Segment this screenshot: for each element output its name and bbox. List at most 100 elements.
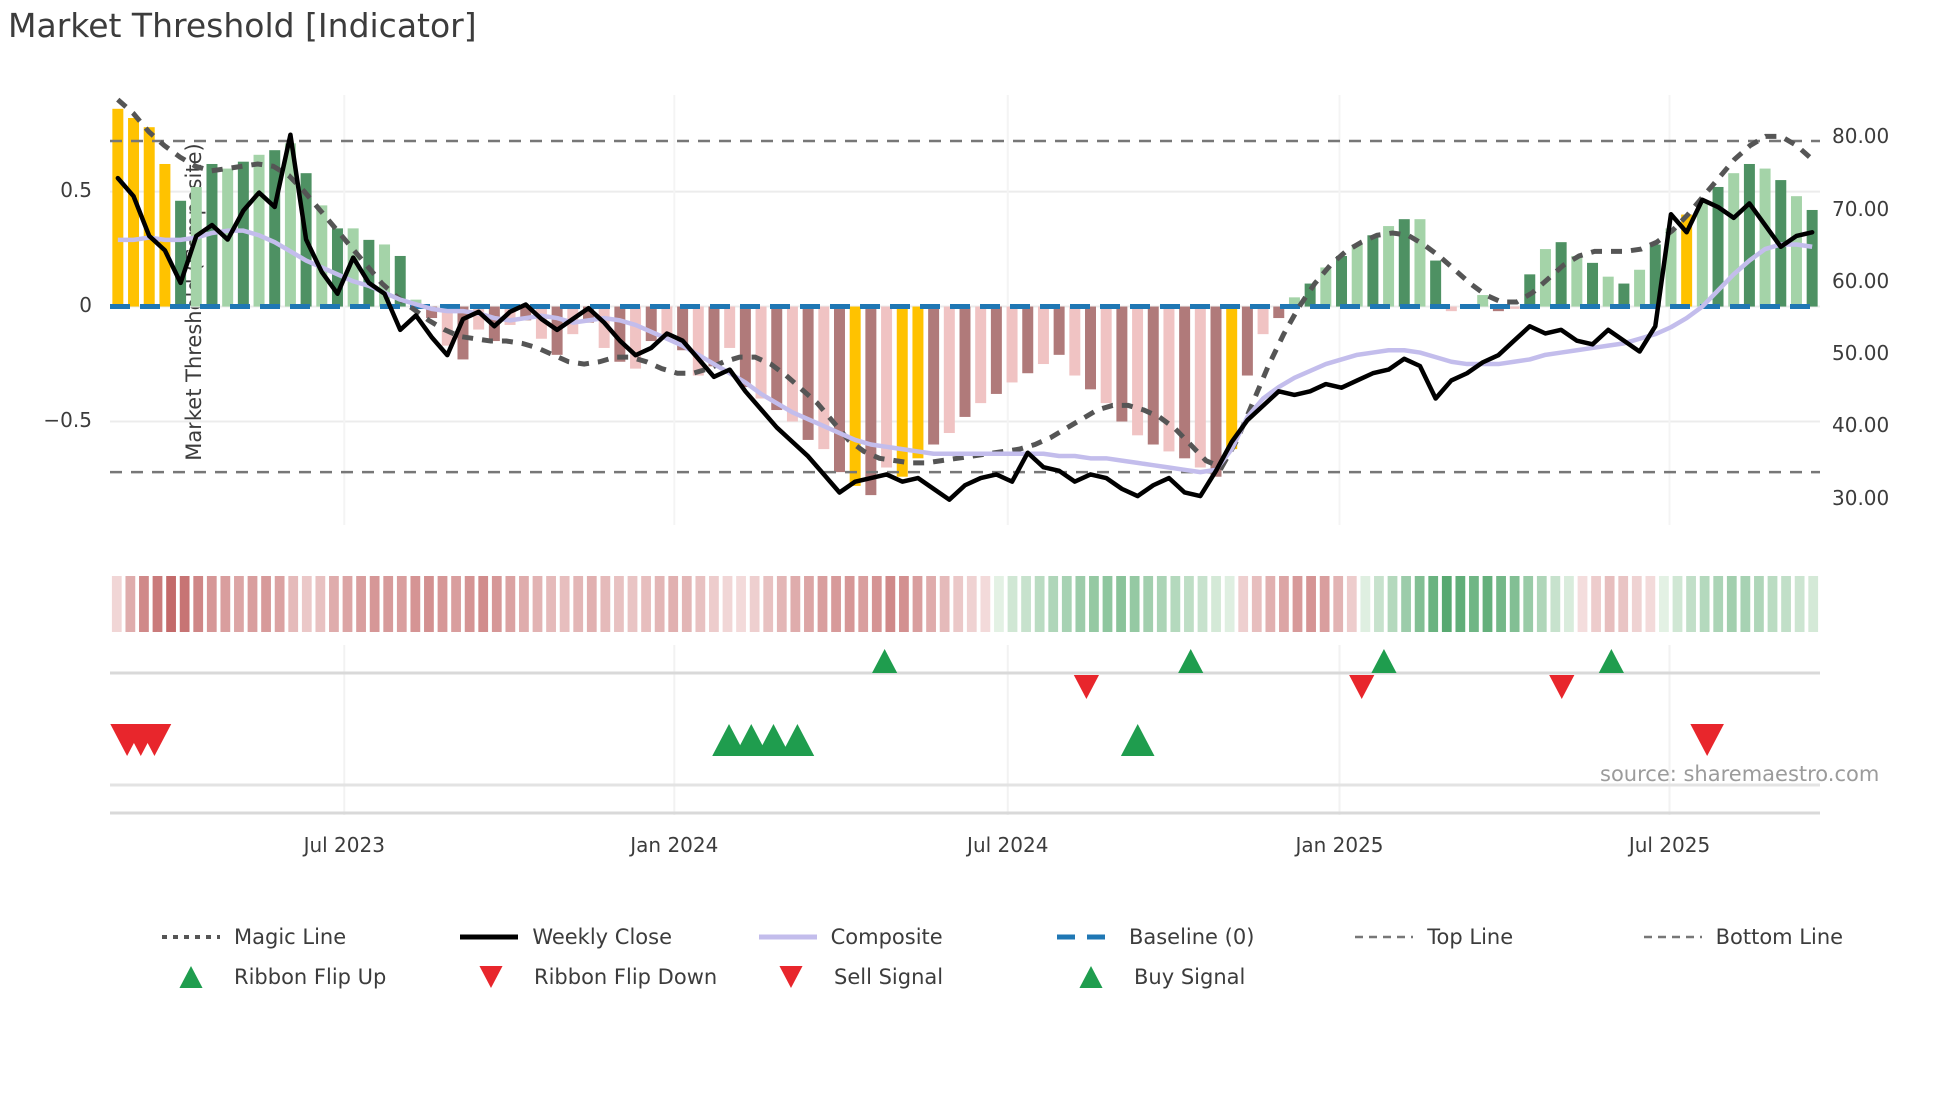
green-up-triangle-icon (160, 966, 222, 988)
ribbon-cell (437, 576, 448, 632)
ribbon-cell (166, 576, 176, 632)
ribbon-cell (573, 576, 584, 632)
ribbon-cell (695, 576, 706, 632)
composite-bar (473, 306, 485, 330)
composite-bar (1618, 283, 1630, 307)
ribbon-cell (1754, 576, 1764, 632)
ribbon-cell (1224, 576, 1235, 632)
legend-item-buy-signal[interactable]: Buy Signal (1060, 965, 1360, 989)
legend-label: Composite (830, 925, 943, 949)
legend-key-dotted-line (162, 935, 220, 939)
main-plot-svg (110, 95, 1820, 525)
composite-bar (1430, 260, 1442, 307)
composite-bar (818, 306, 830, 450)
legend-item-top-line[interactable]: Top Line (1353, 925, 1641, 949)
ribbon-cell (1089, 576, 1099, 632)
composite-bar (1006, 306, 1018, 383)
legend-item-ribbon-flip-up[interactable]: Ribbon Flip Up (160, 965, 460, 989)
composite-bar (1728, 173, 1740, 307)
legend-item-composite[interactable]: Composite (757, 925, 1055, 949)
ribbon-cell (451, 576, 461, 632)
ribbon-cell (1482, 576, 1493, 632)
red-down-triangle-icon (779, 966, 803, 988)
composite-bar (237, 161, 249, 307)
legend-item-ribbon-flip-down[interactable]: Ribbon Flip Down (460, 965, 760, 989)
legend-item-baseline-0[interactable]: Baseline (0) (1055, 925, 1353, 949)
composite-bar (1445, 306, 1457, 312)
ribbon-cell (1129, 576, 1140, 632)
buy-signal-marker (780, 724, 815, 756)
ribbon-flip-up-marker (1598, 649, 1624, 673)
ribbon-cell (614, 576, 624, 632)
ribbon-cell (1197, 576, 1208, 632)
composite-bar (645, 306, 657, 342)
composite-bar (1665, 228, 1677, 307)
sell-signal-marker (137, 724, 172, 756)
composite-bar (316, 205, 328, 307)
ribbon-cell (831, 576, 841, 632)
ribbon-cell (1523, 576, 1534, 632)
legend-row-markers: Ribbon Flip Up Ribbon Flip Down Sell Signa… (160, 965, 1920, 989)
legend-label: Top Line (1427, 925, 1514, 949)
ribbon-cell (1441, 576, 1452, 632)
composite-bar (1069, 306, 1081, 376)
ribbon-cell (1808, 576, 1819, 632)
ribbon-cell (288, 576, 299, 632)
ribbon-cell (1469, 576, 1479, 632)
composite-bar (1681, 214, 1693, 307)
composite-bar (1524, 274, 1536, 307)
main-plot (110, 95, 1820, 525)
buy-signal-marker (734, 724, 769, 756)
ribbon-cell (926, 576, 936, 632)
composite-bar (598, 306, 610, 348)
ribbon-cell (1048, 576, 1059, 632)
ribbon-cell (1618, 576, 1629, 632)
ribbon-cell (152, 576, 163, 632)
ribbon-cell (1333, 576, 1344, 632)
legend-item-bottom-line[interactable]: Bottom Line (1642, 925, 1920, 949)
legend-item-magic-line[interactable]: Magic Line (160, 925, 458, 949)
composite-bar (394, 255, 406, 307)
composite-bar (253, 154, 265, 307)
ribbon-flip-up-marker (1178, 649, 1204, 673)
signal-panel (110, 645, 1820, 815)
composite-bar (1320, 267, 1332, 307)
ribbon-cell (1631, 576, 1642, 632)
composite-bar (1649, 244, 1661, 307)
composite-bar (849, 306, 861, 486)
composite-bar (1226, 306, 1238, 450)
legend-item-weekly-close[interactable]: Weekly Close (458, 925, 756, 949)
ribbon-cell (342, 576, 353, 632)
composite-bar (1571, 255, 1583, 307)
composite-bar (1085, 306, 1096, 390)
buy-signal-marker (756, 724, 791, 756)
x-axis-tick-label: Jul 2025 (1628, 833, 1711, 857)
ribbon-cell (315, 576, 326, 632)
signal-panel-svg (110, 645, 1820, 815)
ribbon-flip-down-marker (1073, 675, 1100, 699)
composite-bar (1179, 306, 1191, 459)
composite-bar (504, 306, 516, 325)
composite-bar (1508, 306, 1520, 309)
ribbon-cell (478, 576, 489, 632)
ribbon-cell (1061, 576, 1072, 632)
composite-bar (1304, 283, 1316, 307)
ribbon-cell (871, 576, 882, 632)
ribbon-cell (1455, 576, 1466, 632)
ribbon-cell (736, 576, 746, 632)
composite-bar (881, 306, 893, 468)
composite-bar (1759, 168, 1771, 307)
composite-bar (755, 306, 767, 399)
legend-key-green-up-triangle (1079, 966, 1103, 988)
ribbon-cell (1509, 576, 1520, 632)
buy-signal-marker (712, 724, 746, 756)
ribbon-cell (1401, 576, 1411, 632)
legend-item-sell-signal[interactable]: Sell Signal (760, 965, 1060, 989)
ribbon-flip-down-marker (1349, 675, 1375, 699)
composite-bar (1273, 306, 1285, 319)
ribbon-cell (1781, 576, 1791, 632)
composite-bar (347, 228, 359, 307)
legend-label: Magic Line (234, 925, 347, 949)
composite-bar (739, 306, 751, 388)
dashed-blue-line-icon (1055, 926, 1117, 948)
